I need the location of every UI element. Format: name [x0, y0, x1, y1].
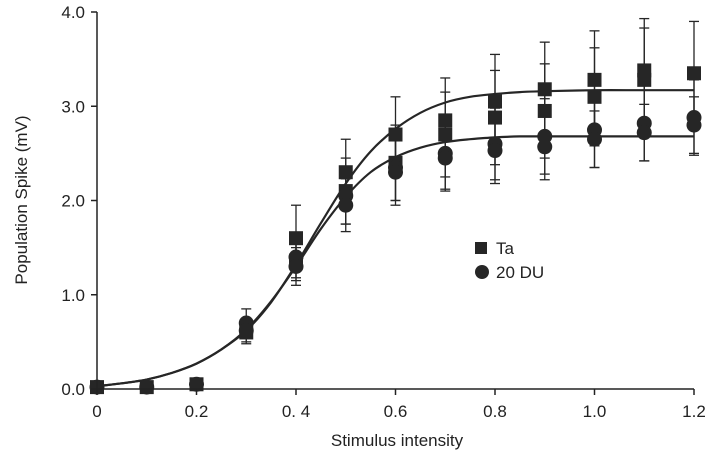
data-point-ta: [338, 165, 353, 180]
x-tick-label: 1.0: [583, 402, 607, 421]
x-tick-label: 0.8: [483, 402, 507, 421]
y-tick-label: 2.0: [61, 192, 85, 211]
data-point-20du: [238, 323, 254, 339]
fit-curves: [96, 89, 694, 388]
data-point-20du: [537, 128, 553, 144]
data-markers: [89, 63, 702, 395]
data-point-20du: [487, 143, 503, 159]
data-point-ta: [488, 94, 502, 109]
y-tick-label: 1.0: [61, 286, 85, 305]
legend-label-ta: Ta: [496, 239, 515, 258]
data-point-20du: [388, 164, 403, 180]
data-point-ta: [537, 103, 552, 118]
data-point-20du: [139, 379, 155, 395]
data-point-ta: [637, 72, 652, 87]
x-tick-label: 1.2: [682, 402, 706, 421]
data-point-ta: [388, 127, 403, 142]
y-tick-label: 3.0: [61, 97, 85, 116]
y-tick-label: 0.0: [61, 380, 85, 399]
data-point-20du: [437, 150, 453, 166]
data-point-ta: [537, 82, 552, 97]
tick-labels: 0 0.2 0. 4 0.6 0.8 1.0 1.2 0.0 1.0 2.0 3.0 4.0: [61, 3, 705, 421]
error-bars: [191, 17, 699, 387]
data-point-20du: [686, 117, 702, 133]
data-point-20du: [288, 258, 304, 274]
y-axis-label: Population Spike (mV): [12, 115, 31, 284]
x-tick-label: 0.2: [185, 402, 209, 421]
legend-marker-ta: [475, 242, 487, 254]
legend-label-20du: 20 DU: [496, 263, 544, 282]
data-point-ta: [687, 66, 701, 81]
fit-curve-20du: [96, 135, 694, 388]
data-point-ta: [587, 89, 602, 104]
x-tick-label: 0.6: [384, 402, 408, 421]
data-point-20du: [338, 197, 354, 213]
data-point-20du: [587, 131, 602, 147]
data-point-20du: [636, 125, 652, 141]
data-point-20du: [189, 376, 204, 392]
legend-marker-20du: [475, 265, 489, 279]
x-tick-label: 0. 4: [282, 402, 310, 421]
y-tick-label: 4.0: [61, 3, 85, 22]
x-axis-label: Stimulus intensity: [331, 431, 464, 450]
data-point-ta: [438, 113, 453, 128]
x-tick-label: 0: [92, 402, 101, 421]
legend: Ta 20 DU: [475, 239, 544, 282]
data-point-ta: [438, 127, 453, 142]
data-point-ta: [289, 231, 303, 246]
axes: [91, 11, 695, 395]
data-point-ta: [488, 110, 502, 125]
data-point-20du: [537, 139, 553, 155]
data-point-ta: [587, 72, 602, 87]
